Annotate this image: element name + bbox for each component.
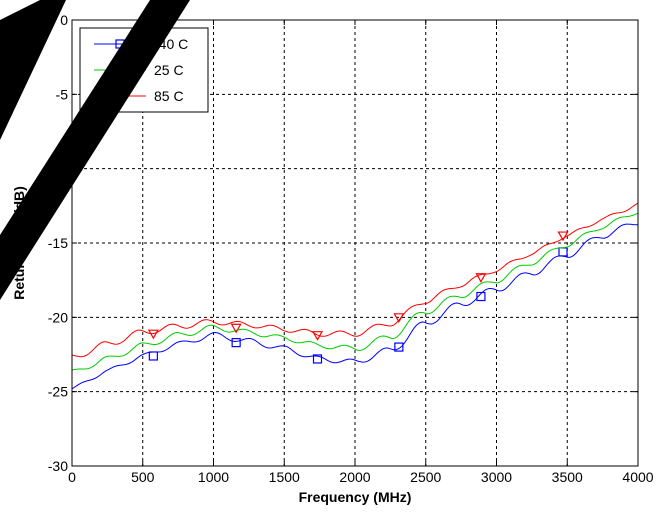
marker-triangle	[311, 331, 324, 341]
y-tick-label: 0	[60, 12, 68, 28]
series-group	[71, 202, 639, 390]
x-tick-label: 2000	[339, 469, 370, 485]
series-2	[71, 202, 639, 358]
series-line	[71, 212, 639, 371]
marker-square	[312, 354, 323, 364]
x-tick-label: 3500	[552, 469, 583, 485]
legend-label: 25 C	[154, 62, 184, 78]
marker-triangle	[475, 273, 487, 283]
marker-triangle	[230, 323, 242, 334]
y-tick-label: -15	[48, 235, 68, 251]
marker-triangle	[147, 329, 159, 340]
y-tick-label: -5	[56, 86, 69, 102]
marker-square	[148, 351, 158, 361]
legend: -40 C 25 C 85 C	[79, 27, 209, 113]
y-tick-label: -20	[48, 309, 68, 325]
x-tick-label: 1000	[198, 469, 229, 485]
x-tick-label: 3000	[481, 469, 512, 485]
marker-triangle	[393, 313, 405, 324]
series-0	[71, 223, 639, 390]
y-tick-label: -10	[48, 161, 68, 177]
marker-square	[476, 291, 486, 302]
series-1	[71, 212, 639, 371]
x-tick-label: 4000	[622, 469, 653, 485]
y-axis-title: Return Loss (dB)	[11, 186, 27, 300]
series-line	[71, 223, 639, 390]
legend-label: -40 C	[154, 36, 188, 52]
x-tick-label: 0	[68, 469, 76, 485]
marker-square	[558, 247, 568, 257]
x-tick-label: 1500	[269, 469, 300, 485]
legend-label: 85 C	[154, 88, 184, 104]
marker-square	[394, 342, 404, 352]
y-tick-label: -25	[48, 384, 68, 400]
marker-square	[231, 338, 241, 348]
y-tick-label: -30	[48, 458, 68, 474]
grid	[72, 20, 638, 466]
x-tick-label: 2500	[410, 469, 441, 485]
x-tick-label: 500	[131, 469, 155, 485]
marker-triangle	[557, 231, 569, 242]
x-axis-title: Frequency (MHz)	[299, 489, 412, 505]
series-line	[71, 202, 639, 358]
